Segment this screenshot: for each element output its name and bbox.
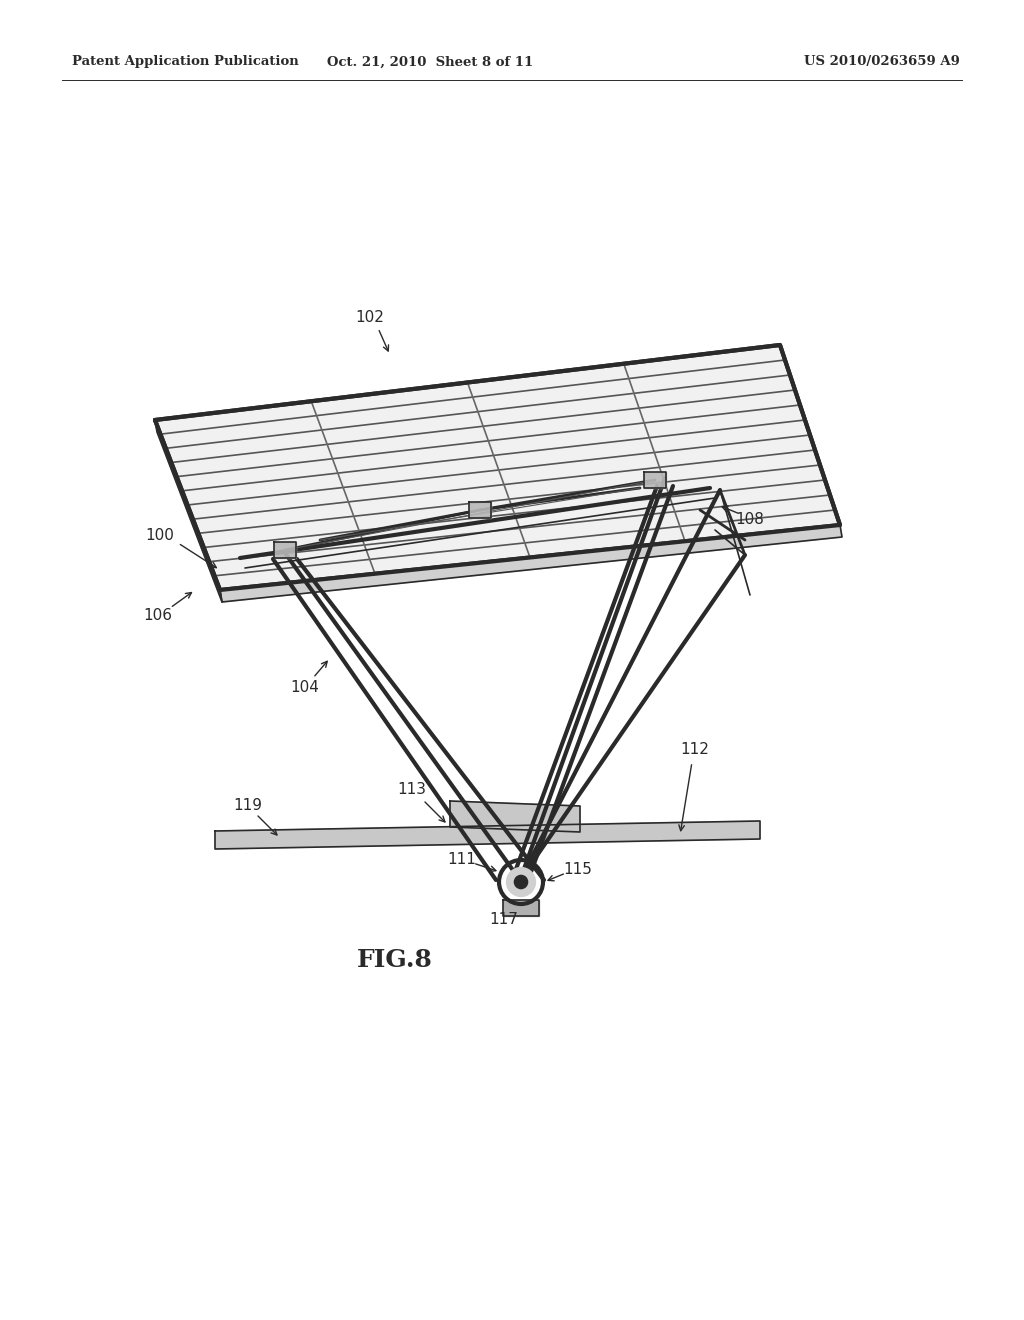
- Polygon shape: [215, 821, 760, 849]
- Text: 113: 113: [397, 783, 427, 797]
- Polygon shape: [644, 473, 666, 488]
- Text: 115: 115: [563, 862, 593, 878]
- Text: 117: 117: [489, 912, 518, 928]
- Circle shape: [507, 867, 536, 896]
- Polygon shape: [450, 801, 580, 832]
- Text: 106: 106: [143, 607, 172, 623]
- Polygon shape: [155, 420, 222, 602]
- Text: 119: 119: [233, 797, 262, 813]
- Text: 104: 104: [291, 681, 319, 696]
- Text: Oct. 21, 2010  Sheet 8 of 11: Oct. 21, 2010 Sheet 8 of 11: [327, 55, 534, 69]
- Polygon shape: [503, 900, 539, 916]
- Text: US 2010/0263659 A9: US 2010/0263659 A9: [804, 55, 961, 69]
- Polygon shape: [274, 543, 296, 558]
- Text: 100: 100: [145, 528, 174, 543]
- Text: Patent Application Publication: Patent Application Publication: [72, 55, 299, 69]
- Text: 112: 112: [681, 742, 710, 758]
- Text: 102: 102: [355, 310, 384, 326]
- Text: 108: 108: [735, 512, 765, 528]
- Polygon shape: [155, 345, 840, 590]
- Polygon shape: [220, 525, 842, 602]
- Circle shape: [514, 875, 527, 888]
- Text: FIG.8: FIG.8: [357, 948, 433, 972]
- Polygon shape: [469, 502, 490, 517]
- Text: 111: 111: [447, 853, 476, 867]
